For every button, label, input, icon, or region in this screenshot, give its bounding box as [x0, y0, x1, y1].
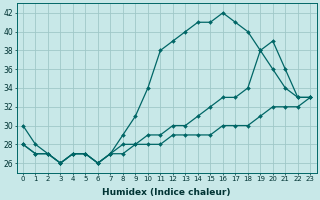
- X-axis label: Humidex (Indice chaleur): Humidex (Indice chaleur): [102, 188, 231, 197]
